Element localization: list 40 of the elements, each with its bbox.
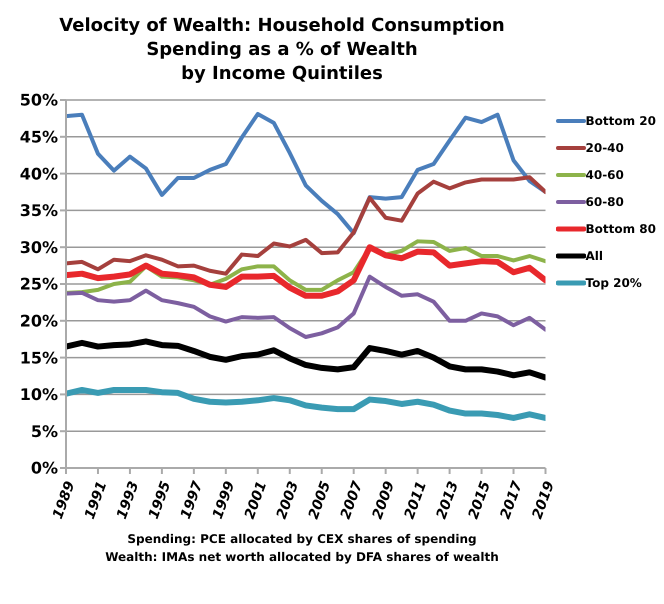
x-tick-label: 2011 [402,479,430,522]
legend-label: 60-80 [586,195,624,209]
x-tick-label: 2001 [242,479,270,522]
x-tick-label: 1997 [178,478,206,522]
x-tick-label: 2003 [274,479,302,522]
x-tick-label: 2009 [370,478,398,522]
x-tick-label: 2005 [306,478,334,522]
x-tick-label: 1991 [82,479,110,522]
y-tick-label: 45% [20,127,58,146]
legend-label: Bottom 20 [586,114,656,128]
legend-label: Bottom 80 [586,222,656,236]
legend-label: 40-60 [586,168,624,182]
legend-label: All [586,249,604,263]
y-tick-label: 25% [20,274,58,294]
y-tick-label: 0% [30,458,58,478]
line-series [66,112,546,236]
x-tick-label: 2013 [434,479,462,522]
text: Wealth: IMAs net worth allocated by DFA shares of wealth [104,549,500,566]
line-series [66,175,546,276]
legend-label: Top 20% [586,276,642,290]
x-tick-label: 1989 [50,478,78,522]
x-tick-label: 2019 [529,478,558,522]
chart-title: Velocity of Wealth: Household Consumption Spending as a % of Wealth by Income Quintiles [58,14,506,86]
y-tick-label: 10% [20,385,58,404]
x-tick-label: 1993 [114,479,142,522]
x-tick-label: 2007 [338,478,366,522]
x-tick-label: 2015 [466,478,494,522]
y-tick-label: 20% [20,311,58,330]
y-tick-label: 35% [20,201,58,220]
x-tick-label: 1999 [210,478,238,522]
y-tick-label: 5% [30,422,58,441]
x-tick-label: 1995 [146,478,174,522]
y-tick-label: 40% [20,164,58,184]
legend-label: 20-40 [586,141,624,155]
text: Spending: PCE allocated by CEX shares of spending [126,531,478,548]
y-tick-label: 30% [20,238,58,257]
y-tick-label: 15% [20,348,58,368]
x-tick-label: 2017 [498,478,526,522]
line-series [66,274,546,339]
y-tick-label: 50% [20,90,58,110]
